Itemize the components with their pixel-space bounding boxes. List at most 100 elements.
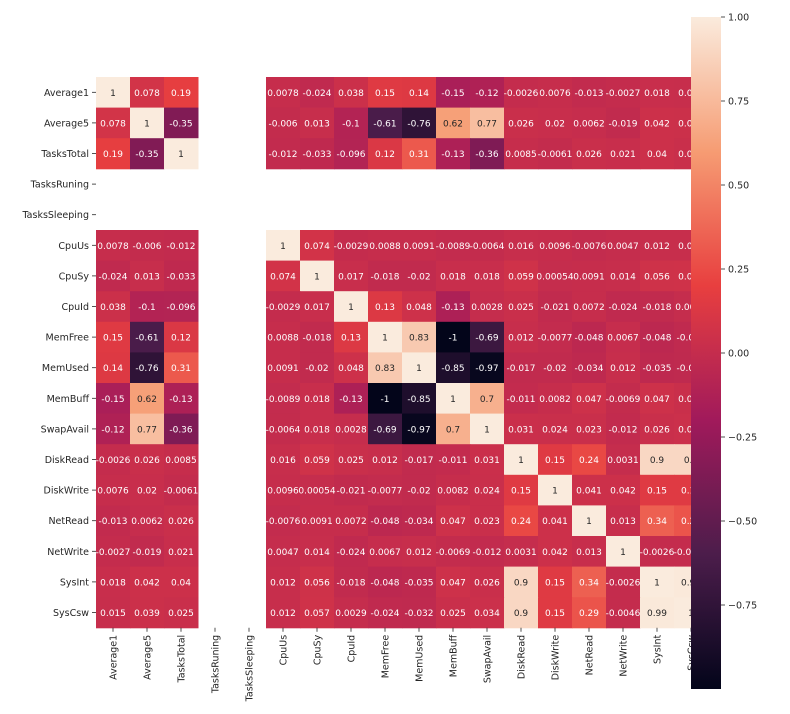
cell-annotation: 0.024: [474, 487, 500, 497]
cell-annotation: -0.024: [302, 89, 331, 99]
cell-annotation: 0.018: [304, 425, 330, 435]
heatmap-cell-cpusy-cpusy: [300, 260, 335, 292]
cell-annotation: -0.018: [336, 578, 365, 588]
y-tick-label-syscsw: SysCsw: [53, 608, 89, 619]
heatmap-cell-cpuus-average1: [96, 230, 131, 262]
cell-annotation: 0.29: [579, 609, 599, 619]
cell-annotation: 0.026: [508, 119, 534, 129]
heatmap-cell-cpusy-average1: [96, 260, 131, 292]
x-tick-label-memused: MemUsed: [415, 635, 426, 682]
heatmap-cell-diskwrite-membuff: [436, 474, 471, 506]
cell-annotation: -0.096: [166, 303, 195, 313]
heatmap-cells: [96, 77, 709, 629]
cell-annotation: -0.0076: [572, 242, 607, 252]
y-tick-label-tasksruning: TasksRuning: [30, 180, 89, 191]
cell-annotation: -0.13: [169, 395, 192, 405]
heatmap-cell-memfree-swapavail: [470, 321, 505, 353]
cell-annotation: -0.02: [305, 364, 328, 374]
heatmap-cell-diskwrite-diskread: [504, 474, 539, 506]
x-tick-label-average1: Average1: [109, 635, 120, 680]
cell-annotation: -0.021: [336, 487, 365, 497]
heatmap-cell-netread-memfree: [368, 505, 403, 537]
heatmap-cell-cpuus-memfree: [368, 230, 403, 262]
heatmap-cell-diskwrite-cpusy: [300, 474, 335, 506]
cell-annotation: 0.0078: [97, 242, 129, 252]
cell-annotation: -0.02: [407, 272, 430, 282]
cell-annotation: 1: [654, 578, 660, 588]
heatmap-cell-memused-membuff: [436, 352, 471, 384]
heatmap-cell-taskstotal-cpuid: [334, 138, 369, 170]
cell-annotation: 0.012: [508, 334, 534, 344]
cell-annotation: -0.0069: [606, 395, 641, 405]
heatmap-cell-memused-swapavail: [470, 352, 505, 384]
heatmap-cell-netwrite-sysint: [640, 536, 675, 568]
cell-annotation: 0.31: [171, 364, 191, 374]
heatmap-cell-memfree-sysint: [640, 321, 675, 353]
cell-annotation: 0.0072: [335, 517, 367, 527]
heatmap-cell-sysint-sysint: [640, 566, 675, 598]
cell-annotation: 0.0047: [607, 242, 639, 252]
cell-annotation: 0.0078: [267, 89, 299, 99]
y-tick-label-cpuid: CpuId: [61, 302, 89, 313]
y-tick-label-sysint: SysInt: [60, 577, 89, 588]
cell-annotation: 0.026: [576, 150, 602, 160]
heatmap-cell-membuff-cpuus: [266, 383, 301, 415]
cell-annotation: 1: [348, 303, 354, 313]
heatmap-cell-taskstotal-memused: [402, 138, 437, 170]
x-tick-label-cpuid: CpuId: [347, 635, 358, 663]
heatmap-cell-average1-cpuid: [334, 77, 369, 109]
heatmap-cell-cpuus-netwrite: [606, 230, 641, 262]
cell-annotation: 0.018: [100, 578, 126, 588]
cell-annotation: 0.012: [644, 242, 670, 252]
heatmap-cell-sysint-average1: [96, 566, 131, 598]
heatmap-cell-cpuus-cpuid: [334, 230, 369, 262]
heatmap-cell-taskstotal-swapavail: [470, 138, 505, 170]
cell-annotation: -0.0089: [436, 242, 471, 252]
cell-annotation: 1: [518, 456, 524, 466]
cell-annotation: 0.048: [406, 303, 432, 313]
cell-annotation: 1: [450, 395, 456, 405]
heatmap-cell-netread-taskstotal: [164, 505, 199, 537]
heatmap-cell-syscsw-netread: [572, 597, 607, 629]
heatmap-cell-netwrite-cpuid: [334, 536, 369, 568]
cell-annotation: -0.024: [370, 609, 399, 619]
cell-annotation: 0.34: [579, 578, 599, 588]
heatmap-cell-memused-memfree: [368, 352, 403, 384]
cell-annotation: -0.13: [441, 303, 464, 313]
colorbar-tick-label: 0.50: [728, 181, 749, 192]
heatmap-cell-netwrite-netread: [572, 536, 607, 568]
heatmap-cell-average1-netread: [572, 77, 607, 109]
colorbar-tick-label: −0.25: [728, 433, 757, 444]
heatmap-cell-netwrite-cpuus: [266, 536, 301, 568]
cell-annotation: 0.15: [545, 609, 565, 619]
heatmap-cell-average5-taskstotal: [164, 107, 199, 139]
cell-annotation: -0.36: [475, 150, 499, 160]
cell-annotation: 0.025: [338, 456, 364, 466]
cell-annotation: 0.0091: [573, 272, 605, 282]
heatmap-cell-memfree-membuff: [436, 321, 471, 353]
cell-annotation: 0.12: [375, 150, 395, 160]
heatmap-cell-taskstotal-taskstotal: [164, 138, 199, 170]
cell-annotation: 1: [178, 150, 184, 160]
heatmap-cell-average5-diskread: [504, 107, 539, 139]
heatmap-cell-sysint-swapavail: [470, 566, 505, 598]
cell-annotation: 0.047: [576, 395, 602, 405]
cell-annotation: -0.1: [138, 303, 156, 313]
heatmap-cell-cpuus-swapavail: [470, 230, 505, 262]
heatmap-cell-diskread-sysint: [640, 444, 675, 476]
cell-annotation: -0.0061: [538, 150, 573, 160]
cell-annotation: 0.015: [100, 609, 126, 619]
x-tick-label-tasksruning: TasksRuning: [211, 635, 222, 694]
cell-annotation: 0.016: [270, 456, 296, 466]
cell-annotation: 0.059: [508, 272, 534, 282]
colorbar-tick-label: 0.75: [728, 97, 749, 108]
cell-annotation: 0.13: [341, 334, 361, 344]
heatmap-cell-swapavail-memfree: [368, 413, 403, 445]
heatmap-cell-membuff-membuff: [436, 383, 471, 415]
heatmap-cell-average1-swapavail: [470, 77, 505, 109]
cell-annotation: 0.0031: [505, 548, 537, 558]
heatmap-cell-syscsw-memused: [402, 597, 437, 629]
heatmap-cell-membuff-sysint: [640, 383, 675, 415]
heatmap-cell-taskstotal-cpuus: [266, 138, 301, 170]
heatmap-cell-diskread-membuff: [436, 444, 471, 476]
